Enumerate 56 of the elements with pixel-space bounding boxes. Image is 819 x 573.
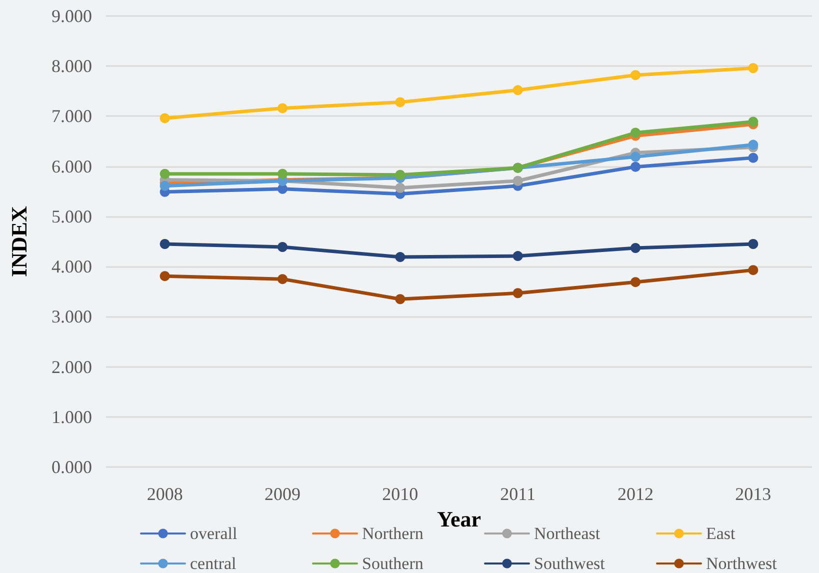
point bbox=[630, 128, 640, 138]
y-tick-label: 0.000 bbox=[52, 457, 92, 477]
point bbox=[395, 97, 406, 108]
x-tick-label: 2013 bbox=[735, 484, 772, 504]
y-tick-label: 9.000 bbox=[52, 6, 92, 26]
point bbox=[512, 251, 523, 262]
y-tick-label: 2.000 bbox=[52, 356, 92, 377]
point bbox=[278, 168, 288, 179]
y-tick-label: 3.000 bbox=[52, 306, 92, 327]
legend-label: East bbox=[706, 524, 736, 543]
point bbox=[748, 265, 758, 276]
y-tick-label: 4.000 bbox=[52, 256, 92, 277]
y-tick-label: 8.000 bbox=[52, 56, 92, 76]
x-tick-label: 2011 bbox=[500, 484, 536, 504]
point bbox=[630, 152, 640, 162]
x-tick-label: 2008 bbox=[146, 484, 183, 504]
y-tick-label: 6.000 bbox=[52, 156, 92, 176]
legend-label: central bbox=[190, 554, 237, 573]
x-tick-label: 2010 bbox=[382, 484, 418, 504]
point bbox=[395, 170, 406, 180]
point bbox=[160, 168, 170, 179]
point bbox=[512, 288, 523, 298]
y-axis-title: INDEX bbox=[6, 206, 32, 277]
x-tick-label: 2012 bbox=[618, 484, 654, 504]
y-tick-label: 7.000 bbox=[52, 106, 92, 126]
point bbox=[748, 152, 758, 163]
point bbox=[395, 294, 406, 304]
legend-label: Northeast bbox=[534, 524, 600, 543]
point bbox=[395, 182, 406, 193]
point bbox=[278, 274, 288, 284]
legend-label: Southwest bbox=[534, 554, 606, 573]
point bbox=[630, 70, 640, 80]
legend-label: Southern bbox=[362, 554, 424, 573]
point bbox=[160, 239, 170, 250]
x-tick-label: 2009 bbox=[264, 484, 300, 504]
x-axis-title: Year bbox=[437, 506, 482, 532]
point bbox=[160, 180, 170, 191]
legend-label: Northwest bbox=[706, 554, 778, 573]
point bbox=[748, 239, 758, 250]
point bbox=[278, 242, 288, 252]
point bbox=[748, 140, 758, 150]
point bbox=[630, 243, 640, 254]
y-tick-label: 5.000 bbox=[52, 206, 92, 226]
point bbox=[630, 277, 640, 288]
legend-label: Northern bbox=[362, 524, 424, 543]
point bbox=[748, 63, 758, 74]
point bbox=[395, 252, 406, 262]
y-tick-label: 1.000 bbox=[52, 406, 92, 427]
point bbox=[278, 103, 288, 114]
point bbox=[160, 113, 170, 124]
legend-label: overall bbox=[190, 524, 238, 543]
point bbox=[748, 116, 758, 127]
point bbox=[512, 176, 523, 186]
point bbox=[630, 162, 640, 172]
point bbox=[160, 271, 170, 282]
point bbox=[512, 85, 523, 96]
